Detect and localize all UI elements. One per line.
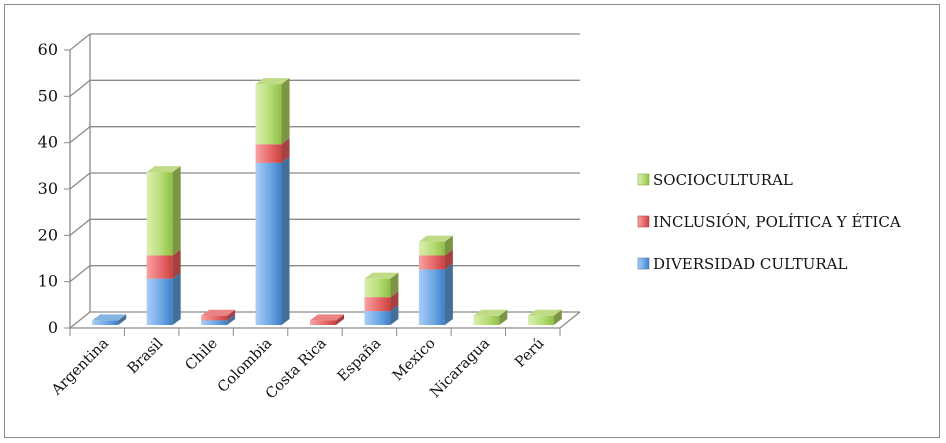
bar-side	[390, 272, 399, 298]
x-tick-label: Chile	[183, 336, 221, 374]
grid	[64, 33, 581, 336]
gridline	[69, 218, 580, 236]
legend-item: SOCIOCULTURAL	[637, 171, 793, 189]
bar-front	[364, 297, 391, 312]
x-tick-label: España	[335, 335, 385, 385]
bar-segment	[527, 309, 562, 325]
bar-front	[201, 320, 228, 325]
bar-front	[418, 269, 445, 325]
bar-segment	[473, 309, 508, 325]
gridline	[69, 172, 580, 190]
bar-front	[201, 315, 228, 321]
bar-front	[255, 144, 282, 163]
bar-top	[310, 314, 344, 321]
y-tick-label: 10	[38, 272, 58, 291]
legend-swatch	[637, 173, 650, 186]
legend-label: INCLUSIÓN, POLÍTICA Y ÉTICA	[653, 213, 901, 231]
bar-side	[227, 309, 236, 321]
legend-item: DIVERSIDAD CULTURAL	[637, 255, 848, 273]
bar-top	[201, 309, 236, 316]
x-tick-label: Brasil	[125, 335, 167, 377]
bar-side	[227, 314, 236, 325]
bar-top	[364, 272, 399, 279]
gridline	[69, 265, 580, 283]
bar-side	[444, 235, 453, 256]
bar-side	[336, 314, 344, 325]
bars	[92, 78, 562, 325]
bar-front	[473, 315, 500, 325]
bar-front	[255, 162, 282, 325]
y-tick-label: 0	[48, 318, 58, 337]
y-tick-label: 40	[38, 133, 58, 152]
bar-side	[281, 78, 290, 145]
bar-side	[553, 309, 562, 325]
x-tick-label: Perú	[512, 336, 547, 371]
bar-front	[146, 278, 173, 325]
gridline	[69, 126, 580, 144]
bar-side	[444, 263, 453, 325]
bar-front	[92, 320, 119, 325]
legend-item: INCLUSIÓN, POLÍTICA Y ÉTICA	[637, 213, 901, 231]
bar-segment	[146, 272, 181, 325]
bar-segment	[255, 156, 290, 325]
legend-label: DIVERSIDAD CULTURAL	[653, 255, 848, 273]
bar-top	[146, 166, 181, 173]
bar-segment	[92, 314, 127, 325]
bar-segment	[255, 78, 290, 145]
bar-front	[364, 278, 391, 298]
bar-segment	[146, 166, 181, 256]
bar-segment	[418, 263, 453, 325]
bar-front	[146, 255, 173, 279]
bar-side	[444, 249, 453, 270]
bar-side	[172, 272, 181, 325]
gridline	[69, 33, 580, 51]
bar-top	[418, 235, 453, 242]
bar-top	[473, 309, 508, 316]
bar-front	[418, 241, 445, 256]
bar-segment	[418, 235, 453, 256]
bar-side	[499, 309, 508, 325]
gridline	[69, 79, 580, 97]
bar-front	[146, 172, 173, 256]
bar-front	[527, 315, 554, 325]
bar-side	[390, 305, 399, 325]
bar-front	[310, 320, 336, 325]
x-tick-label: Nicaragua	[427, 335, 493, 401]
bar-front	[364, 311, 391, 325]
legend-swatch	[637, 257, 650, 270]
bar-side	[281, 138, 290, 163]
y-axis: 0 10 20 30 40 50 60	[38, 40, 58, 337]
axis-floor	[69, 50, 581, 329]
bar-side	[172, 249, 181, 279]
bar-side	[281, 156, 290, 325]
y-tick-label: 20	[38, 225, 58, 244]
bar-side	[118, 314, 127, 325]
bar-front	[255, 84, 282, 145]
bar-side	[390, 291, 399, 312]
y-tick-label: 30	[38, 179, 58, 198]
bar-segment	[364, 272, 399, 298]
bar-segment	[201, 309, 236, 321]
bar-side	[172, 166, 181, 256]
bar-top	[527, 309, 562, 316]
x-tick-label: Argentina	[48, 335, 112, 399]
y-tick-label: 50	[38, 86, 58, 105]
bar-front	[418, 255, 445, 270]
legend: SOCIOCULTURAL INCLUSIÓN, POLÍTICA Y ÉTICA…	[637, 171, 901, 273]
bar-top	[92, 314, 127, 321]
x-tick-label: Mexico	[390, 336, 439, 385]
y-tick-label: 60	[38, 40, 58, 59]
bar-segment	[310, 314, 344, 325]
bar-top	[255, 78, 290, 85]
legend-label: SOCIOCULTURAL	[653, 171, 793, 189]
legend-swatch	[637, 215, 650, 228]
